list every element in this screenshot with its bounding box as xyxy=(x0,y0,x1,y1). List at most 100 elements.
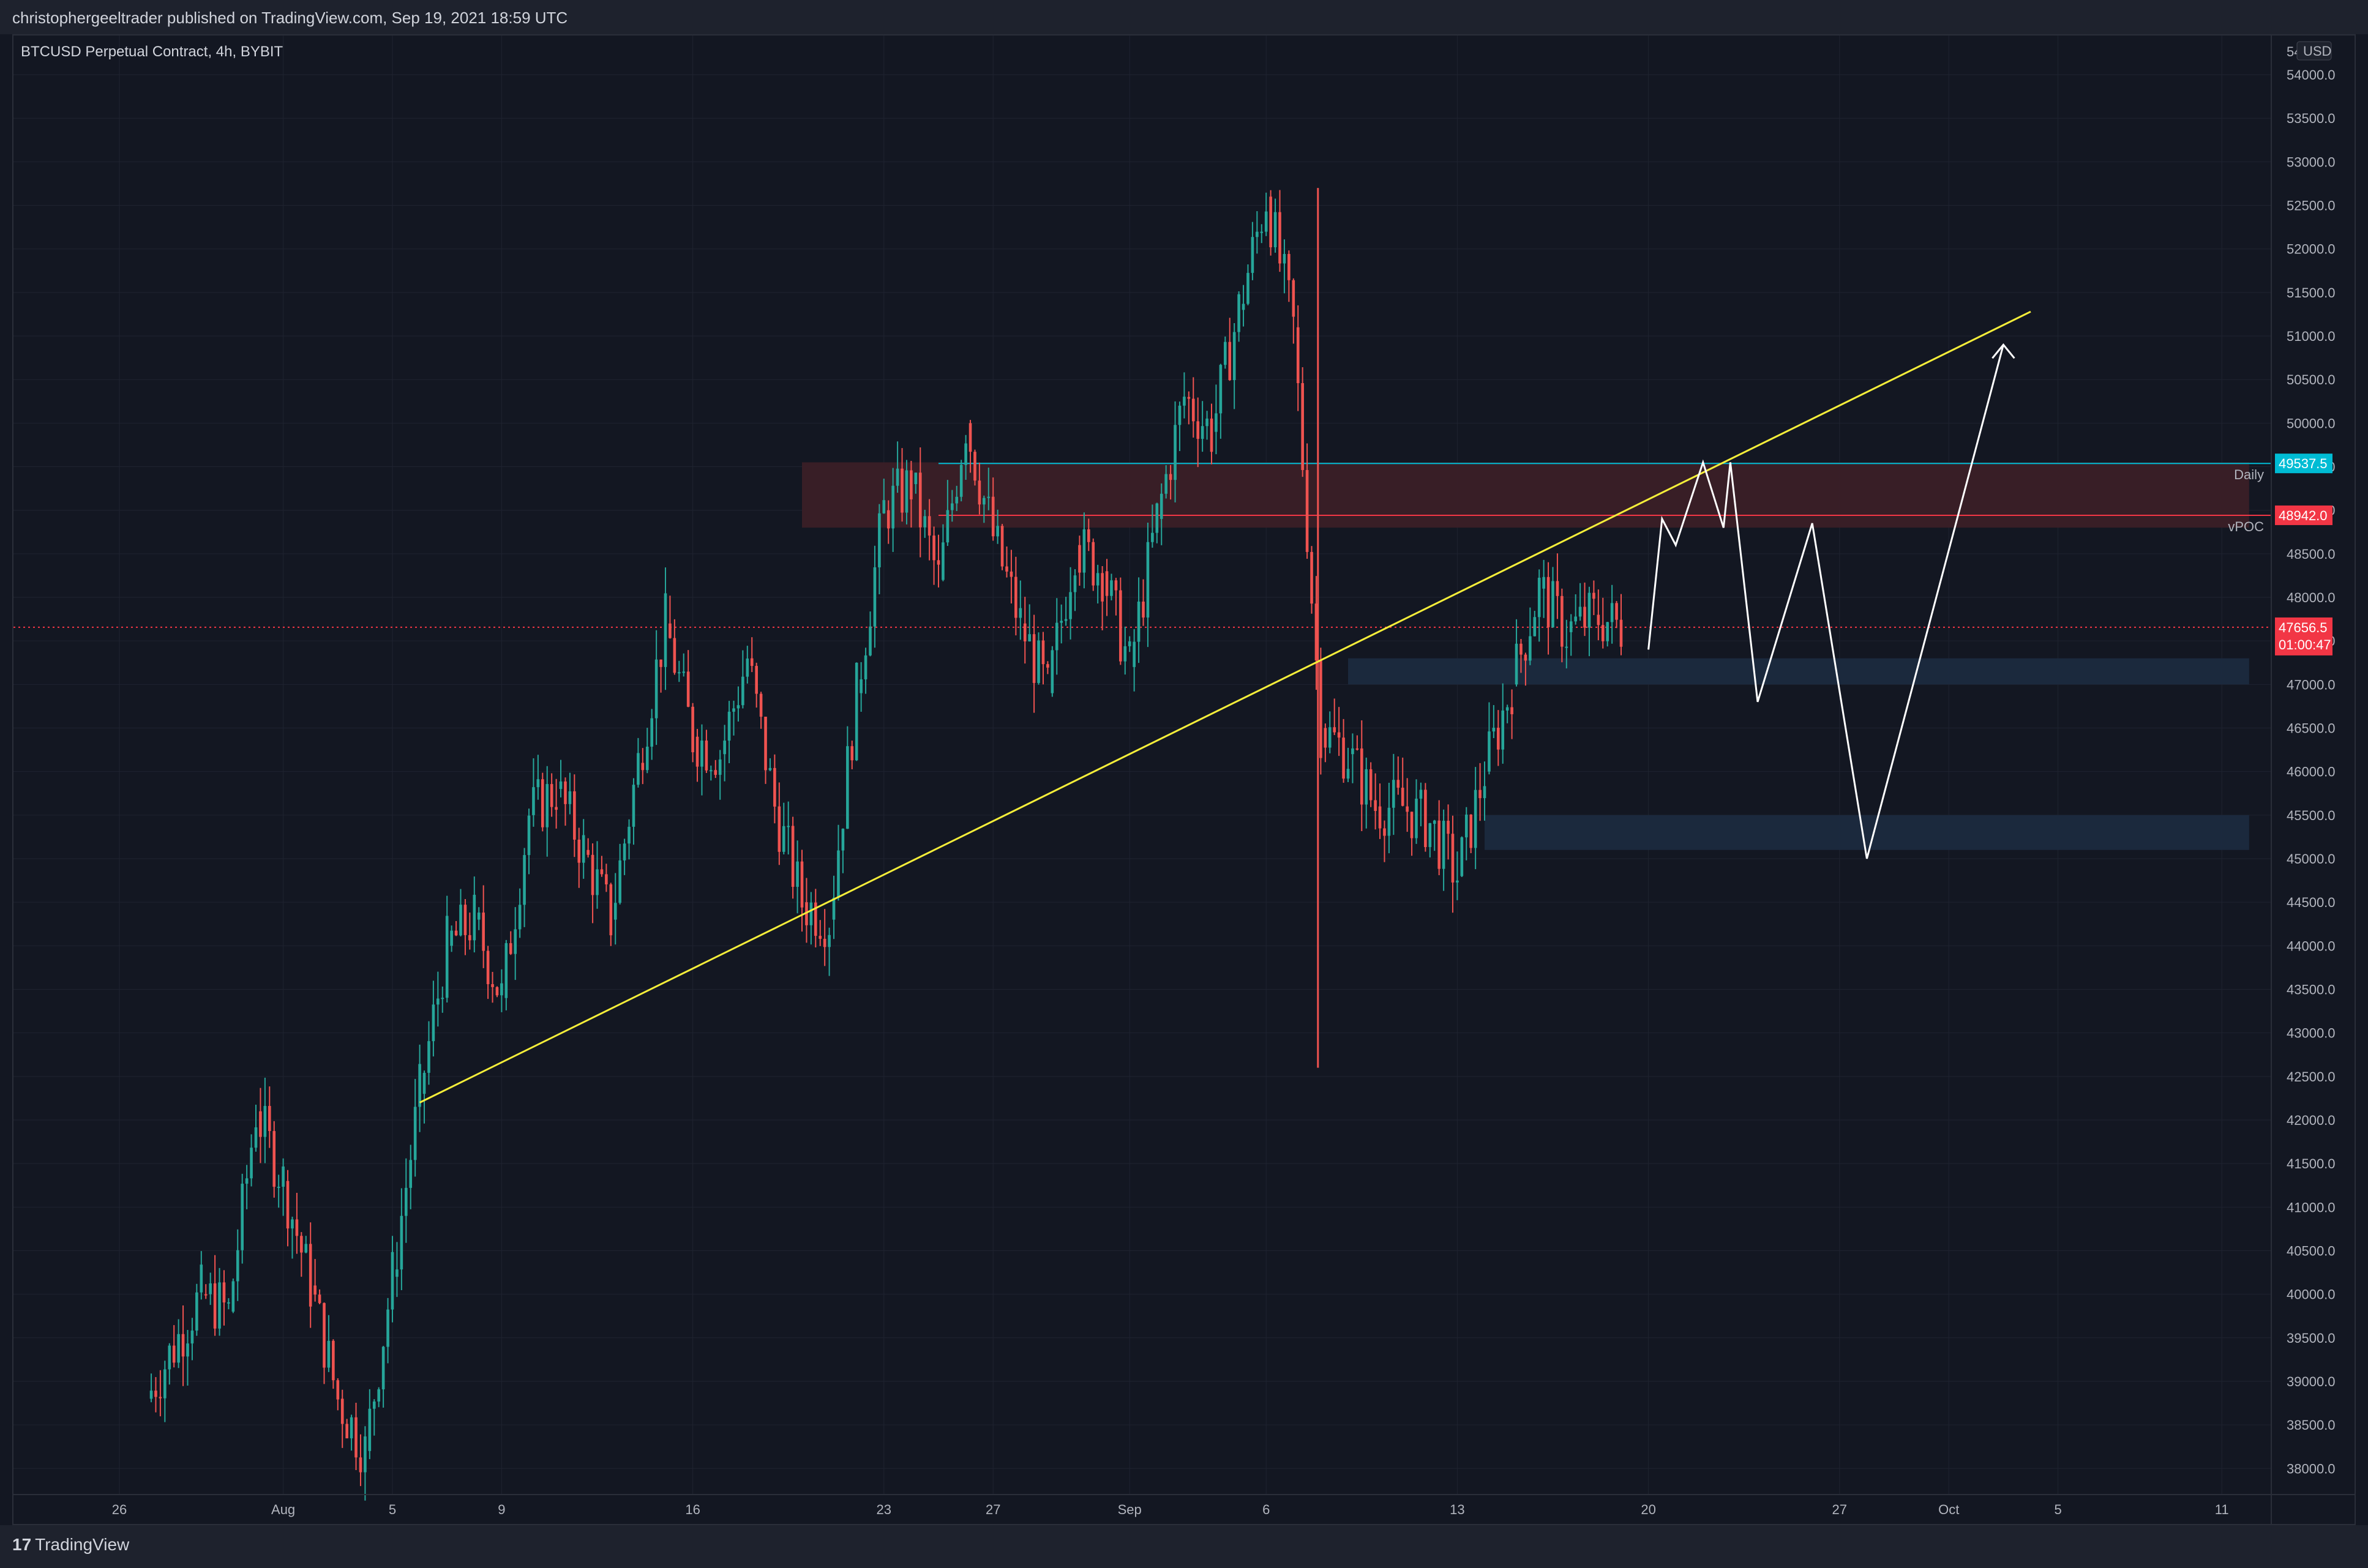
tv-logo-icon: 17 xyxy=(12,1535,32,1554)
y-tick-label: 39500.0 xyxy=(2287,1331,2336,1346)
y-tick-label: 50500.0 xyxy=(2287,372,2336,387)
candle-body xyxy=(450,930,453,946)
candle-body xyxy=(677,672,681,674)
candle-body xyxy=(445,916,449,998)
currency-label: USD xyxy=(2303,43,2331,59)
candle-body xyxy=(209,1283,212,1294)
price-axis[interactable]: 38000.0 38500.0 39000.0 39500.0 40000.0 40500… xyxy=(2275,41,2336,1476)
candle-body xyxy=(1451,834,1455,883)
candle-body xyxy=(1237,294,1240,332)
candle-body xyxy=(168,1345,171,1370)
y-tick-label: 41000.0 xyxy=(2287,1200,2336,1215)
candle-body xyxy=(1160,493,1163,519)
candle-body xyxy=(1019,608,1022,618)
candle-body xyxy=(227,1302,230,1304)
candle-body xyxy=(536,779,540,788)
candle-body xyxy=(545,784,549,827)
candle-body xyxy=(523,855,526,905)
y-tick-label: 53000.0 xyxy=(2287,154,2336,170)
candle-body xyxy=(983,498,986,505)
candle-body xyxy=(1456,880,1459,883)
support-zone xyxy=(1348,658,2249,685)
y-tick-label: 40000.0 xyxy=(2287,1287,2336,1302)
candle-body xyxy=(996,526,999,537)
currency-badge xyxy=(2296,41,2332,61)
candle-body xyxy=(1123,646,1127,662)
candle-body xyxy=(959,465,963,497)
x-tick-label: 5 xyxy=(389,1502,396,1517)
candle-body xyxy=(427,1041,430,1073)
candle-body xyxy=(190,1331,194,1344)
candle-body xyxy=(1464,815,1468,838)
y-tick-label: 38000.0 xyxy=(2287,1461,2336,1476)
candle-body xyxy=(1401,788,1404,806)
candle-body xyxy=(1287,253,1291,280)
candles xyxy=(149,188,1623,1501)
candle-body xyxy=(600,869,604,875)
candle-body xyxy=(664,593,667,667)
candle-body xyxy=(1060,621,1063,623)
candle-body xyxy=(591,854,594,895)
candle-body xyxy=(942,542,945,580)
x-tick-label: Oct xyxy=(1938,1502,1959,1517)
candle-body xyxy=(372,1401,376,1409)
candle-body xyxy=(1205,418,1208,427)
candle-body xyxy=(1242,304,1245,310)
candle-body xyxy=(1569,621,1573,632)
candle-body xyxy=(541,779,544,827)
publisher-caption: christophergeeltrader published on Tradi… xyxy=(12,9,568,27)
candle-body xyxy=(1387,807,1391,836)
candle-body xyxy=(918,472,922,528)
candle-body xyxy=(991,496,995,537)
candle-body xyxy=(1551,581,1554,627)
candle-body xyxy=(828,935,831,947)
candle-body xyxy=(1069,592,1072,619)
candle-body xyxy=(1428,823,1432,848)
y-tick-label: 43500.0 xyxy=(2287,982,2336,997)
candle-body xyxy=(973,452,976,481)
bottom-bar xyxy=(0,1525,2368,1568)
candle-body xyxy=(1355,748,1359,750)
candle-body xyxy=(605,874,608,884)
candle-body xyxy=(814,902,817,936)
candle-body xyxy=(309,1244,312,1307)
candle-body xyxy=(805,902,808,925)
tradingview-logo[interactable]: 17 TradingView xyxy=(12,1535,129,1555)
candle-body xyxy=(218,1282,221,1329)
candle-body xyxy=(1546,577,1550,627)
candle-body xyxy=(1137,601,1141,642)
y-tick-label: 44500.0 xyxy=(2287,895,2336,910)
candle-body xyxy=(800,861,804,908)
candle-body xyxy=(564,781,567,804)
candle-body xyxy=(181,1334,185,1357)
candle-body xyxy=(409,1160,413,1188)
candle-body xyxy=(486,950,490,985)
time-axis[interactable]: 26 Aug 5 9 16 23 27 Sep 6 13 20 27 Oct 5 11 xyxy=(112,1502,2229,1517)
candle-body xyxy=(764,717,767,771)
candle-body xyxy=(1146,542,1150,618)
candle-body xyxy=(1251,237,1254,273)
candle-body xyxy=(1078,545,1081,573)
candle-body xyxy=(914,472,918,484)
candle-body xyxy=(946,510,950,543)
candle-body xyxy=(1128,641,1131,646)
candle-body xyxy=(659,659,662,667)
candle-body xyxy=(291,1219,294,1229)
candle-body xyxy=(1524,654,1527,661)
y-tick-label: 51000.0 xyxy=(2287,329,2336,344)
candle-body xyxy=(1273,212,1277,248)
candle-body xyxy=(1419,790,1423,799)
candle-body xyxy=(645,746,649,771)
candle-body xyxy=(1246,272,1250,304)
y-tick-label: 52500.0 xyxy=(2287,198,2336,214)
candle-body xyxy=(736,705,740,709)
x-tick-label: 13 xyxy=(1450,1502,1464,1517)
candle-body xyxy=(186,1343,189,1357)
candle-body xyxy=(759,693,763,717)
candle-body xyxy=(177,1334,180,1363)
candle-body xyxy=(1169,474,1172,480)
candle-body xyxy=(1610,603,1614,622)
candle-body xyxy=(596,869,599,895)
candle-body xyxy=(1183,397,1186,406)
